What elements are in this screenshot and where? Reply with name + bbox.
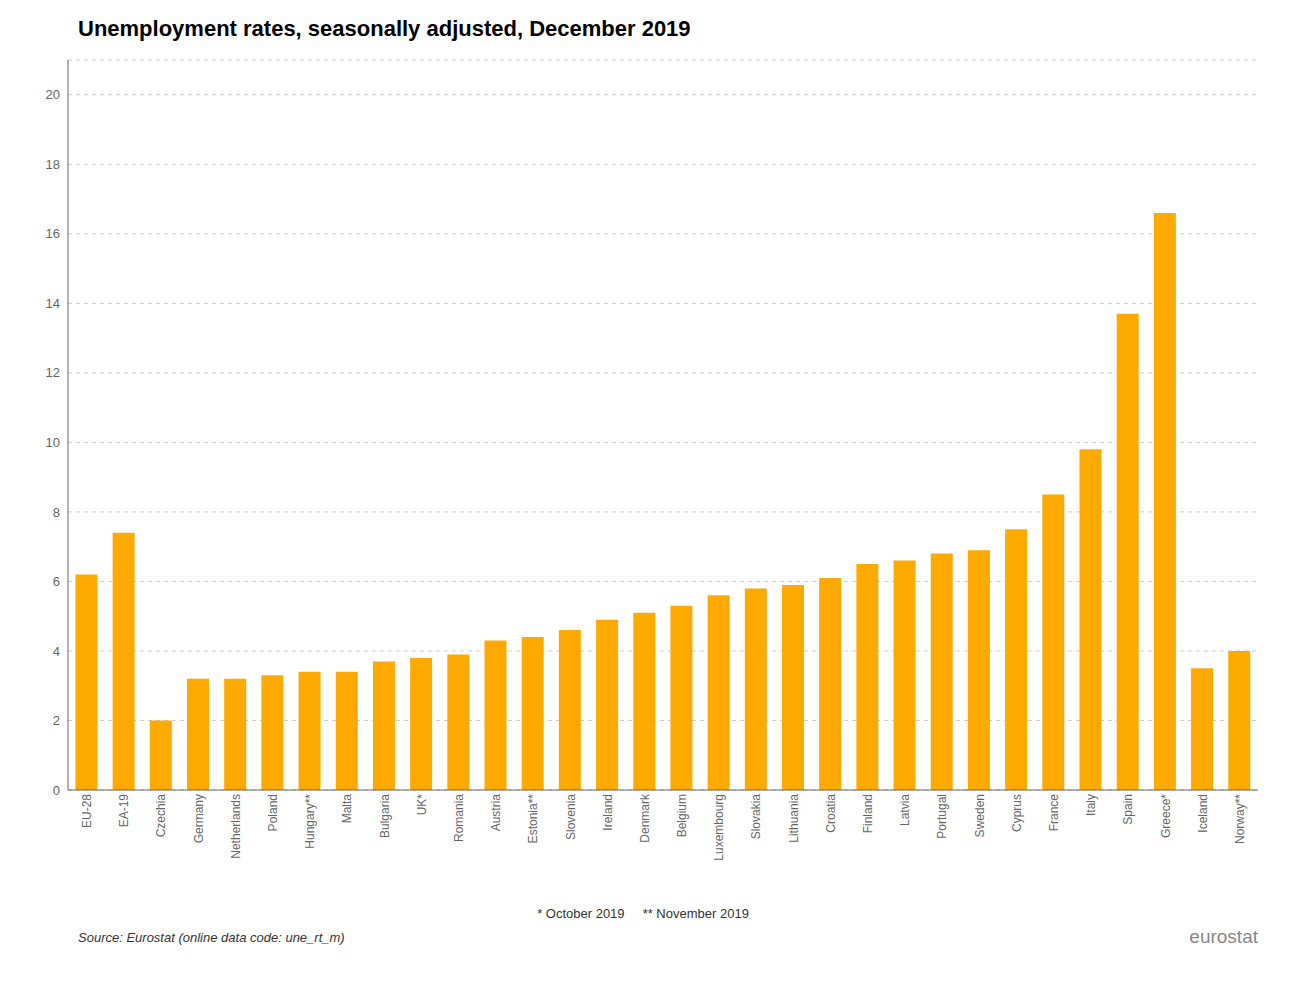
svg-text:Norway**: Norway**: [1233, 794, 1247, 844]
svg-text:Slovakia: Slovakia: [749, 794, 763, 840]
svg-text:0: 0: [53, 783, 60, 798]
svg-text:Hungary**: Hungary**: [303, 794, 317, 849]
svg-text:Croatia: Croatia: [824, 794, 838, 833]
svg-text:Bulgaria: Bulgaria: [378, 794, 392, 838]
html-text:Unemployment rates, seasonally: Unemployment rates, seasonally adjusted,…: [78, 16, 691, 41]
svg-text:6: 6: [53, 574, 60, 589]
svg-text:Spain: Spain: [1121, 794, 1135, 825]
svg-text:Poland: Poland: [266, 794, 280, 831]
svg-text:4: 4: [53, 644, 60, 659]
svg-text:Ireland: Ireland: [601, 794, 615, 831]
html-text:Source: Eurostat (online data: Source: Eurostat (online data code: une_…: [78, 930, 345, 945]
svg-text:18: 18: [46, 157, 60, 172]
svg-text:Austria: Austria: [489, 794, 503, 832]
svg-text:EA-19: EA-19: [117, 794, 131, 828]
svg-text:16: 16: [46, 226, 60, 241]
svg-text:Latvia: Latvia: [898, 794, 912, 826]
svg-text:France: France: [1047, 794, 1061, 832]
svg-text:Denmark: Denmark: [638, 793, 652, 843]
svg-text:Czechia: Czechia: [154, 794, 168, 838]
svg-text:Cyprus: Cyprus: [1010, 794, 1024, 832]
svg-text:Estonia**: Estonia**: [526, 794, 540, 844]
svg-text:Greece*: Greece*: [1159, 794, 1173, 838]
svg-text:UK*: UK*: [415, 794, 429, 816]
svg-text:2: 2: [53, 713, 60, 728]
svg-text:Slovenia: Slovenia: [564, 794, 578, 840]
html-text:* October 2019 ** November 201: * October 2019 ** November 2019: [537, 906, 749, 921]
svg-text:Iceland: Iceland: [1196, 794, 1210, 833]
svg-text:Italy: Italy: [1084, 794, 1098, 816]
svg-text:Finland: Finland: [861, 794, 875, 833]
svg-text:8: 8: [53, 505, 60, 520]
svg-text:Belgium: Belgium: [675, 794, 689, 837]
svg-text:Netherlands: Netherlands: [229, 794, 243, 859]
svg-text:14: 14: [46, 296, 60, 311]
svg-text:10: 10: [46, 435, 60, 450]
svg-text:Germany: Germany: [192, 794, 206, 843]
svg-text:Malta: Malta: [340, 794, 354, 824]
svg-text:EU-28: EU-28: [80, 794, 94, 828]
svg-text:Romania: Romania: [452, 794, 466, 842]
svg-text:Lithuania: Lithuania: [787, 794, 801, 843]
svg-text:Portugal: Portugal: [935, 794, 949, 839]
svg-text:20: 20: [46, 87, 60, 102]
svg-text:12: 12: [46, 365, 60, 380]
html-text:eurostat: eurostat: [1189, 926, 1258, 947]
svg-text:Luxembourg: Luxembourg: [712, 794, 726, 861]
svg-text:Sweden: Sweden: [973, 794, 987, 837]
